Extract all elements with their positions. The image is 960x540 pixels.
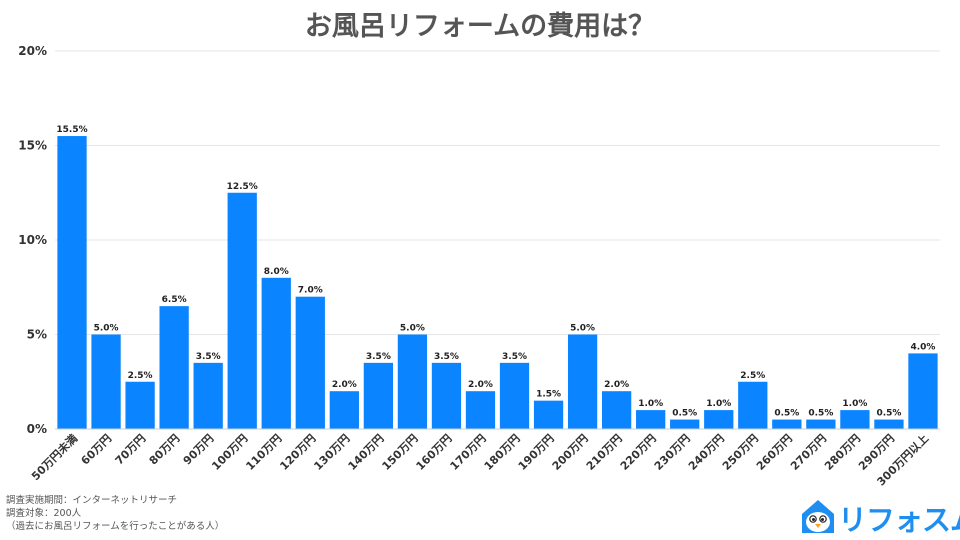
bar: [806, 419, 836, 429]
data-label: 5.0%: [570, 324, 595, 334]
bar: [874, 419, 904, 429]
data-label: 2.0%: [332, 380, 357, 390]
x-tick-label: 180万円: [482, 432, 523, 473]
y-tick-label: 10%: [18, 233, 47, 247]
house-bird-icon: [802, 500, 834, 533]
bar: [91, 334, 121, 429]
bar: [465, 391, 496, 429]
data-label: 1.0%: [706, 399, 731, 409]
data-label: 1.5%: [536, 390, 561, 400]
data-label: 4.0%: [910, 342, 935, 352]
bar: [772, 419, 802, 429]
x-tick-label: 220万円: [618, 432, 659, 473]
y-tick-label: 0%: [27, 422, 47, 436]
bar: [397, 334, 428, 429]
survey-notes: 調査実施期間：インターネットリサーチ 調査対象：200人 （過去にお風呂リフォー…: [6, 494, 224, 533]
grid-lines: [55, 50, 940, 335]
bar: [227, 192, 257, 429]
x-tick-label: 280万円: [822, 432, 863, 473]
data-label: 12.5%: [227, 182, 258, 192]
data-label: 6.5%: [162, 295, 187, 305]
x-tick-label: 50万円未満: [28, 431, 80, 483]
y-axis-ticks: 0% 5% 10% 15% 20%: [18, 44, 47, 436]
data-label: 2.0%: [604, 380, 629, 390]
bar: [261, 277, 291, 429]
x-tick-label: 270万円: [788, 432, 829, 473]
logo-text: リフォスム: [838, 503, 960, 537]
data-label: 7.0%: [298, 286, 323, 296]
bar: [329, 391, 359, 429]
x-tick-label: 110万円: [243, 432, 284, 473]
data-label: 0.5%: [774, 409, 799, 419]
data-label: 3.5%: [434, 352, 459, 362]
x-axis-ticks: 50万円未満60万円70万円80万円90万円100万円110万円120万円130…: [28, 431, 931, 488]
survey-method: 調査実施期間：インターネットリサーチ: [6, 495, 178, 506]
bar: [193, 362, 223, 429]
bar: [567, 334, 598, 429]
x-tick-label: 200万円: [550, 432, 591, 473]
x-tick-label: 120万円: [277, 432, 318, 473]
data-labels: 15.5% 5.0% 2.5% 6.5% 3.5% 12.5% 8.0% 7.0% 2.0% 3.…: [56, 125, 935, 419]
x-tick-label: 130万円: [311, 432, 352, 473]
bars: [57, 136, 938, 430]
data-label: 3.5%: [502, 352, 527, 362]
x-tick-label: 160万円: [414, 432, 455, 473]
data-label: 5.0%: [400, 324, 425, 334]
bar: [431, 362, 462, 429]
bar: [533, 400, 564, 429]
bar: [295, 296, 325, 429]
data-label: 15.5%: [56, 125, 87, 135]
chart-title: お風呂リフォームの費用は？: [304, 11, 656, 42]
x-tick-label: 210万円: [584, 432, 625, 473]
data-label: 8.0%: [264, 267, 289, 277]
x-tick-label: 260万円: [754, 432, 795, 473]
bar: [670, 419, 700, 429]
x-tick-label: 190万円: [516, 432, 557, 473]
data-label: 1.0%: [638, 399, 663, 409]
y-tick-label: 20%: [18, 44, 47, 58]
x-tick-label: 150万円: [380, 432, 421, 473]
data-label: 0.5%: [672, 409, 697, 419]
data-label: 2.0%: [468, 380, 493, 390]
bar: [159, 306, 189, 429]
data-label: 3.5%: [366, 352, 391, 362]
bar: [57, 136, 87, 430]
data-label: 2.5%: [740, 371, 765, 381]
x-tick-label: 170万円: [448, 432, 489, 473]
data-label: 3.5%: [196, 352, 221, 362]
bar: [636, 410, 666, 429]
data-label: 1.0%: [842, 399, 867, 409]
bar: [908, 353, 938, 429]
y-tick-label: 5%: [27, 328, 47, 342]
data-label: 5.0%: [94, 324, 119, 334]
data-label: 0.5%: [876, 409, 901, 419]
y-tick-label: 15%: [18, 139, 47, 153]
survey-target: 調査対象：200人: [6, 508, 82, 519]
x-tick-label: 70万円: [113, 432, 149, 468]
bar: [704, 410, 734, 429]
data-label: 2.5%: [128, 371, 153, 381]
x-tick-label: 250万円: [720, 432, 761, 473]
bar: [499, 362, 530, 429]
bar: [601, 391, 632, 429]
x-tick-label: 240万円: [686, 432, 727, 473]
bar: [125, 381, 155, 429]
bar: [363, 362, 394, 429]
survey-condition: （過去にお風呂リフォームを行ったことがある人）: [6, 521, 225, 532]
bar: [738, 381, 768, 429]
bar: [840, 410, 870, 429]
x-tick-label: 140万円: [345, 432, 386, 473]
x-tick-label: 80万円: [147, 432, 183, 468]
data-label: 0.5%: [808, 409, 833, 419]
logo: リフォスム: [800, 497, 960, 537]
x-tick-label: 60万円: [79, 432, 115, 468]
x-tick-label: 230万円: [652, 432, 693, 473]
x-tick-label: 100万円: [209, 432, 250, 473]
